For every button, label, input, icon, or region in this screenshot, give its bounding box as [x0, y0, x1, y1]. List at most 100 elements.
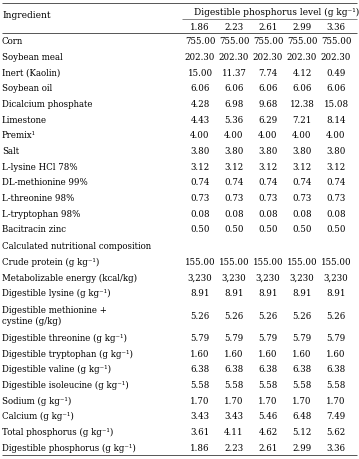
Text: 3,230: 3,230 [290, 273, 314, 282]
Text: Digestible methionine +: Digestible methionine + [2, 306, 107, 315]
Text: 3.80: 3.80 [292, 147, 312, 156]
Text: 3.12: 3.12 [190, 162, 210, 171]
Text: 0.74: 0.74 [224, 178, 244, 187]
Text: Digestible valine (g kg⁻¹): Digestible valine (g kg⁻¹) [2, 364, 111, 374]
Text: 7.74: 7.74 [258, 68, 278, 78]
Text: 8.91: 8.91 [326, 289, 346, 298]
Text: 6.48: 6.48 [292, 411, 312, 420]
Text: 8.91: 8.91 [292, 289, 312, 298]
Text: 1.86: 1.86 [190, 22, 210, 31]
Text: 0.08: 0.08 [292, 209, 312, 218]
Text: 6.29: 6.29 [258, 116, 278, 124]
Text: 5.79: 5.79 [292, 333, 312, 342]
Text: 3.80: 3.80 [258, 147, 278, 156]
Text: 5.58: 5.58 [326, 380, 346, 389]
Text: 3.12: 3.12 [224, 162, 244, 171]
Text: 155.00: 155.00 [321, 257, 351, 266]
Text: 6.38: 6.38 [258, 364, 278, 374]
Text: 2.23: 2.23 [224, 442, 243, 452]
Text: 1.70: 1.70 [326, 396, 346, 405]
Text: 0.73: 0.73 [224, 194, 244, 202]
Text: 2.23: 2.23 [224, 22, 243, 31]
Text: 4.28: 4.28 [190, 100, 210, 109]
Text: 0.73: 0.73 [292, 194, 312, 202]
Text: 3.12: 3.12 [292, 162, 312, 171]
Text: 8.91: 8.91 [224, 289, 244, 298]
Text: 4.00: 4.00 [326, 131, 346, 140]
Text: DL-methionine 99%: DL-methionine 99% [2, 178, 88, 187]
Text: 0.73: 0.73 [258, 194, 278, 202]
Text: 6.98: 6.98 [224, 100, 244, 109]
Text: 5.79: 5.79 [190, 333, 210, 342]
Text: 6.06: 6.06 [190, 84, 210, 93]
Text: 4.11: 4.11 [224, 427, 244, 436]
Text: 5.46: 5.46 [258, 411, 278, 420]
Text: 5.12: 5.12 [292, 427, 312, 436]
Text: 8.14: 8.14 [326, 116, 346, 124]
Text: 1.60: 1.60 [326, 349, 346, 358]
Text: 3,230: 3,230 [323, 273, 348, 282]
Text: Inert (Kaolin): Inert (Kaolin) [2, 68, 60, 78]
Text: 5.79: 5.79 [326, 333, 346, 342]
Text: 1.70: 1.70 [190, 396, 210, 405]
Text: 5.58: 5.58 [258, 380, 278, 389]
Text: 5.36: 5.36 [224, 116, 243, 124]
Text: 3,230: 3,230 [188, 273, 213, 282]
Text: 5.26: 5.26 [292, 311, 312, 320]
Text: 3.36: 3.36 [326, 442, 345, 452]
Text: Limestone: Limestone [2, 116, 47, 124]
Text: cystine (g/kg): cystine (g/kg) [2, 316, 61, 325]
Text: Digestible phosphorus level (g kg⁻¹): Digestible phosphorus level (g kg⁻¹) [194, 7, 359, 17]
Text: 202.30: 202.30 [287, 53, 317, 62]
Text: 202.30: 202.30 [219, 53, 249, 62]
Text: 155.00: 155.00 [219, 257, 249, 266]
Text: Corn: Corn [2, 37, 23, 46]
Text: 3.43: 3.43 [224, 411, 243, 420]
Text: 7.49: 7.49 [326, 411, 346, 420]
Text: 202.30: 202.30 [253, 53, 283, 62]
Text: L-threonine 98%: L-threonine 98% [2, 194, 74, 202]
Text: 202.30: 202.30 [321, 53, 351, 62]
Text: Calculated nutritional composition: Calculated nutritional composition [2, 241, 151, 250]
Text: 6.06: 6.06 [224, 84, 244, 93]
Text: 155.00: 155.00 [185, 257, 215, 266]
Text: 5.26: 5.26 [224, 311, 244, 320]
Text: 1.86: 1.86 [190, 442, 210, 452]
Text: 4.00: 4.00 [292, 131, 312, 140]
Text: 3,230: 3,230 [222, 273, 246, 282]
Text: 3,230: 3,230 [256, 273, 280, 282]
Text: 0.49: 0.49 [326, 68, 346, 78]
Text: 1.60: 1.60 [190, 349, 210, 358]
Text: 0.74: 0.74 [292, 178, 312, 187]
Text: 3.36: 3.36 [326, 22, 345, 31]
Text: 6.38: 6.38 [292, 364, 312, 374]
Text: 0.50: 0.50 [190, 225, 210, 234]
Text: 0.74: 0.74 [258, 178, 278, 187]
Text: 1.70: 1.70 [224, 396, 244, 405]
Text: 0.74: 0.74 [190, 178, 210, 187]
Text: 155.00: 155.00 [253, 257, 283, 266]
Text: Soybean oil: Soybean oil [2, 84, 52, 93]
Text: Total phosphorus (g kg⁻¹): Total phosphorus (g kg⁻¹) [2, 427, 113, 436]
Text: 3.43: 3.43 [191, 411, 210, 420]
Text: 755.00: 755.00 [253, 37, 283, 46]
Text: 5.79: 5.79 [224, 333, 244, 342]
Text: 755.00: 755.00 [287, 37, 317, 46]
Text: 2.61: 2.61 [258, 442, 278, 452]
Text: 755.00: 755.00 [185, 37, 215, 46]
Text: Digestible phosphorus (g kg⁻¹): Digestible phosphorus (g kg⁻¹) [2, 442, 136, 452]
Text: 9.68: 9.68 [258, 100, 278, 109]
Text: 5.58: 5.58 [190, 380, 210, 389]
Text: Bacitracin zinc: Bacitracin zinc [2, 225, 66, 234]
Text: 5.79: 5.79 [258, 333, 278, 342]
Text: 0.50: 0.50 [224, 225, 244, 234]
Text: 7.21: 7.21 [292, 116, 312, 124]
Text: 8.91: 8.91 [190, 289, 210, 298]
Text: 4.12: 4.12 [292, 68, 312, 78]
Text: L-lysine HCl 78%: L-lysine HCl 78% [2, 162, 78, 171]
Text: 3.80: 3.80 [224, 147, 244, 156]
Text: 3.80: 3.80 [326, 147, 346, 156]
Text: 5.58: 5.58 [292, 380, 312, 389]
Text: 0.08: 0.08 [326, 209, 346, 218]
Text: Soybean meal: Soybean meal [2, 53, 63, 62]
